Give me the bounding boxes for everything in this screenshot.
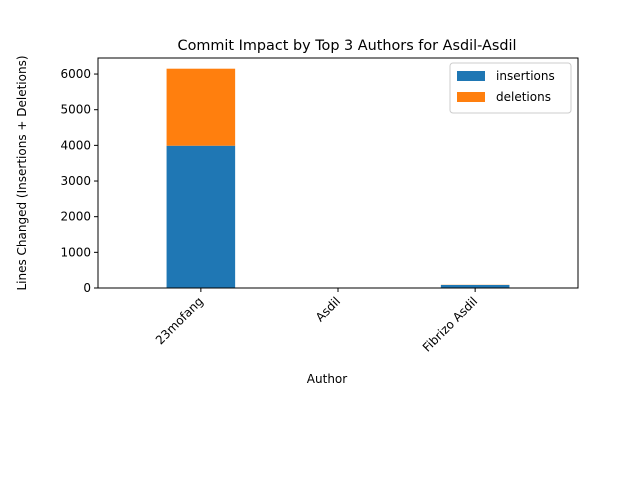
y-axis-label: Lines Changed (Insertions + Deletions): [15, 55, 29, 290]
legend-swatch-insertions: [457, 71, 485, 81]
legend-label-deletions: deletions: [496, 90, 551, 104]
legend: insertions deletions: [450, 63, 571, 113]
y-tick-label: 6000: [60, 67, 91, 81]
y-tick-label: 3000: [60, 174, 91, 188]
y-axis: 0 1000 2000 3000 4000 5000 6000: [60, 67, 98, 295]
x-tick-label: 23mofang: [153, 294, 206, 347]
legend-label-insertions: insertions: [496, 69, 555, 83]
x-axis: 23mofang Asdil Fibrizo Asdil: [153, 288, 480, 355]
x-tick-label: Asdil: [313, 294, 343, 324]
y-tick-label: 5000: [60, 103, 91, 117]
x-axis-label: Author: [307, 372, 347, 386]
y-tick-label: 4000: [60, 138, 91, 152]
y-tick-label: 2000: [60, 210, 91, 224]
y-tick-label: 0: [83, 281, 91, 295]
bar-deletions-23mofang: [167, 69, 236, 146]
y-tick-label: 1000: [60, 245, 91, 259]
x-tick-label: Fibrizo Asdil: [420, 294, 480, 354]
chart-title: Commit Impact by Top 3 Authors for Asdil…: [178, 38, 517, 54]
legend-swatch-deletions: [457, 92, 485, 102]
bar-insertions-23mofang: [167, 146, 236, 288]
